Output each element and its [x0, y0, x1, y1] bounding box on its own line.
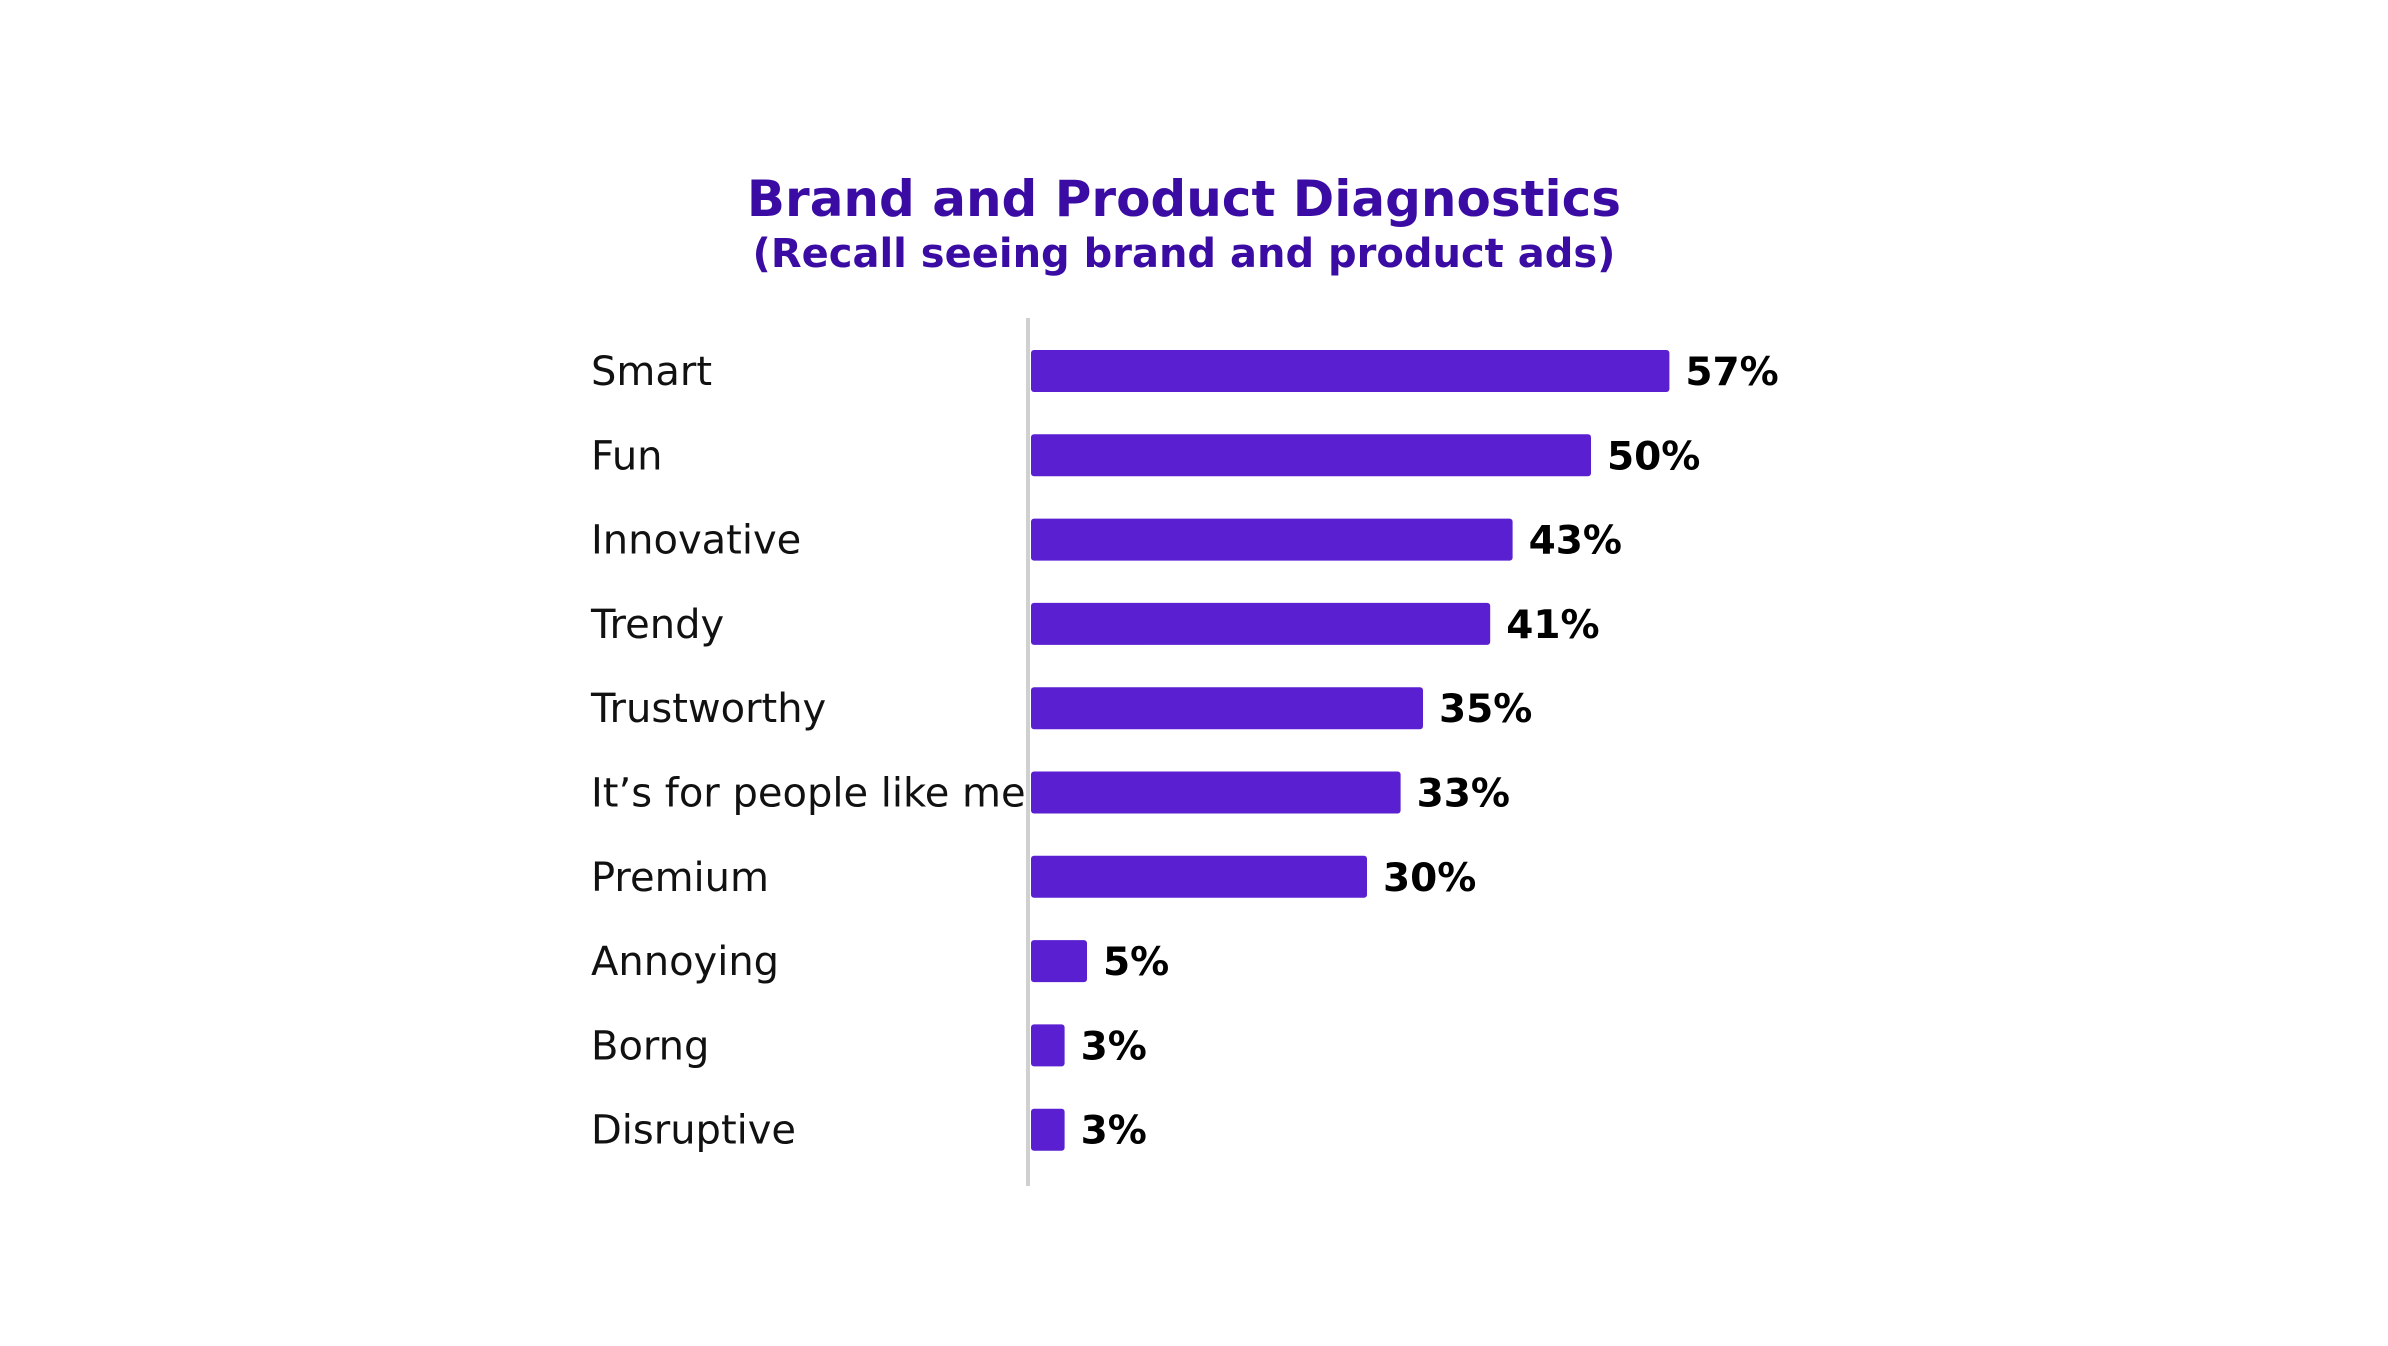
category-label: Trendy [590, 602, 724, 648]
bar [1031, 602, 1491, 645]
category-label: It’s for people like me [591, 771, 1026, 817]
bar [1031, 1024, 1065, 1067]
bar [1031, 687, 1423, 730]
category-label: Innovative [591, 518, 801, 564]
bar [1031, 771, 1401, 814]
bar [1031, 855, 1367, 898]
value-label: 3% [1081, 1024, 1147, 1069]
chart-subtitle: (Recall seeing brand and product ads) [753, 231, 1616, 277]
category-label: Annoying [591, 939, 779, 985]
category-label: Trustworthy [590, 686, 826, 732]
category-label: Borng [591, 1023, 709, 1069]
value-label: 3% [1081, 1109, 1147, 1154]
bar [1031, 1108, 1065, 1151]
chart-title: Brand and Product Diagnostics [747, 170, 1621, 228]
bars: Smart 57% Fun 50% Innovative 43% Trendy 41% Trus… [590, 349, 1779, 1154]
value-label: 43% [1529, 519, 1622, 564]
value-label: 5% [1103, 940, 1169, 985]
category-label: Smart [591, 349, 712, 395]
value-label: 35% [1439, 687, 1532, 732]
bar [1031, 940, 1087, 983]
value-label: 30% [1383, 856, 1476, 901]
bar [1031, 350, 1670, 392]
bar [1031, 518, 1513, 561]
value-label: 57% [1685, 350, 1778, 395]
value-label: 50% [1607, 434, 1700, 479]
category-label: Premium [591, 855, 769, 901]
bar [1031, 434, 1591, 477]
category-label: Disruptive [591, 1108, 796, 1154]
value-label: 33% [1417, 772, 1510, 817]
value-label: 41% [1506, 603, 1599, 648]
category-label: Fun [591, 433, 663, 479]
